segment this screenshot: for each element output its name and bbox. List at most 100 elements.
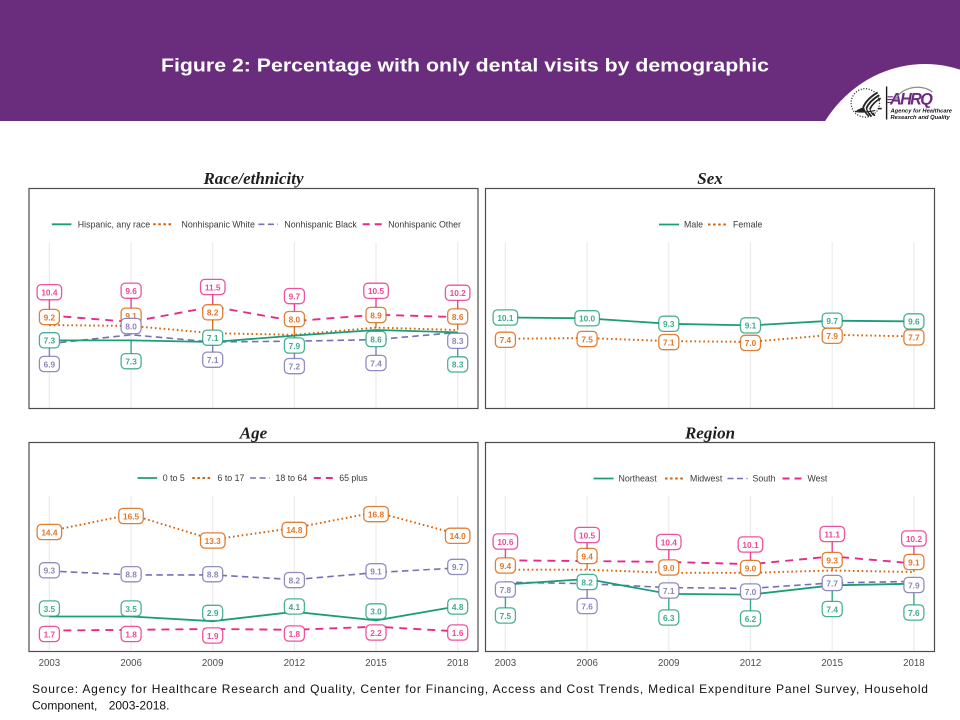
svg-text:7.6: 7.6 [581,601,593,611]
svg-text:10.5: 10.5 [579,530,596,540]
svg-text:9.7: 9.7 [826,316,838,326]
svg-text:7.7: 7.7 [826,578,838,588]
svg-text:2012: 2012 [740,658,762,669]
svg-text:7.1: 7.1 [207,355,219,365]
svg-text:10.0: 10.0 [579,314,596,324]
svg-text:10.2: 10.2 [450,288,467,298]
svg-text:14.8: 14.8 [286,525,303,535]
svg-text:Component, 2003-2018.: Component, 2003-2018. [32,699,169,713]
svg-text:9.1: 9.1 [370,567,382,577]
svg-text:10.4: 10.4 [661,537,678,547]
svg-text:1.8: 1.8 [289,629,301,639]
svg-text:9.2: 9.2 [44,312,56,322]
svg-text:1.8: 1.8 [125,629,137,639]
svg-text:Figure 2: Percentage with only: Figure 2: Percentage with only dental vi… [161,55,769,76]
svg-text:9.0: 9.0 [745,563,757,573]
svg-text:7.0: 7.0 [745,338,757,348]
svg-text:2012: 2012 [284,658,306,669]
svg-text:3.5: 3.5 [125,604,137,614]
svg-text:6 to 17: 6 to 17 [218,473,245,483]
svg-text:16.5: 16.5 [123,511,140,521]
svg-text:Hispanic, any race: Hispanic, any race [78,220,150,230]
svg-text:2009: 2009 [658,658,680,669]
svg-text:7.5: 7.5 [500,611,512,621]
svg-text:0 to 5: 0 to 5 [163,473,185,483]
svg-text:Male: Male [684,220,703,230]
svg-text:Midwest: Midwest [690,474,723,484]
svg-text:2015: 2015 [821,658,843,669]
svg-text:9.6: 9.6 [125,286,137,296]
svg-text:8.9: 8.9 [370,310,382,320]
svg-text:2018: 2018 [447,658,469,669]
svg-text:11.5: 11.5 [205,282,221,292]
svg-text:8.6: 8.6 [370,334,382,344]
svg-text:8.2: 8.2 [289,575,301,585]
svg-text:10.4: 10.4 [41,288,58,298]
svg-text:9.7: 9.7 [452,562,464,572]
svg-text:Race/ethnicity: Race/ethnicity [202,169,304,188]
svg-text:7.1: 7.1 [207,333,219,343]
svg-text:8.6: 8.6 [452,312,464,322]
svg-text:8.3: 8.3 [452,360,464,370]
svg-text:Research and Quality: Research and Quality [891,115,951,121]
svg-text:7.9: 7.9 [289,341,301,351]
svg-text:7.4: 7.4 [500,335,512,345]
svg-text:10.1: 10.1 [497,313,514,323]
svg-text:8.0: 8.0 [125,321,137,331]
svg-text:8.8: 8.8 [207,570,219,580]
svg-text:9.3: 9.3 [826,555,838,565]
svg-text:2018: 2018 [903,658,925,669]
svg-text:Nonhispanic Other: Nonhispanic Other [388,220,461,230]
svg-text:3.0: 3.0 [370,607,382,617]
svg-text:7.8: 7.8 [500,585,512,595]
svg-text:West: West [808,474,828,484]
svg-text:16.8: 16.8 [368,509,385,519]
svg-text:Nonhispanic Black: Nonhispanic Black [284,220,357,230]
svg-text:3.5: 3.5 [44,604,56,614]
svg-text:9.1: 9.1 [745,321,757,331]
svg-text:8.2: 8.2 [207,308,219,318]
svg-text:9.1: 9.1 [125,311,137,321]
svg-text:4.1: 4.1 [289,602,301,612]
svg-text:6.2: 6.2 [745,614,757,624]
svg-text:7.3: 7.3 [125,357,137,367]
svg-text:2.9: 2.9 [207,608,219,618]
svg-text:7.1: 7.1 [663,586,675,596]
svg-text:4.8: 4.8 [452,602,464,612]
svg-text:8.0: 8.0 [289,314,301,324]
svg-text:2009: 2009 [202,658,224,669]
svg-text:2003: 2003 [39,658,61,669]
svg-text:9.6: 9.6 [908,317,920,327]
svg-text:6.9: 6.9 [44,359,56,369]
svg-text:2006: 2006 [576,658,598,669]
svg-text:2.2: 2.2 [370,628,382,638]
svg-text:7.4: 7.4 [370,358,382,368]
svg-text:7.2: 7.2 [289,361,301,371]
svg-text:7.0: 7.0 [745,587,757,597]
svg-text:7.1: 7.1 [663,337,675,347]
svg-text:9.1: 9.1 [908,557,920,567]
svg-text:8.8: 8.8 [125,570,137,580]
svg-text:13.3: 13.3 [205,536,222,546]
svg-text:Northeast: Northeast [619,474,658,484]
svg-text:8.2: 8.2 [581,577,593,587]
svg-text:14.0: 14.0 [450,531,467,541]
svg-text:1.9: 1.9 [207,631,219,641]
svg-text:10.2: 10.2 [906,534,923,544]
svg-text:9.3: 9.3 [44,566,56,576]
svg-text:9.3: 9.3 [663,319,675,329]
svg-text:10.1: 10.1 [742,540,759,550]
svg-text:2003: 2003 [495,658,517,669]
svg-text:9.0: 9.0 [663,563,675,573]
svg-text:7.7: 7.7 [908,333,920,343]
svg-text:10.5: 10.5 [368,286,385,296]
svg-text:11.1: 11.1 [824,529,840,539]
svg-text:AHRQ: AHRQ [889,91,933,109]
svg-text:7.9: 7.9 [826,331,838,341]
svg-text:7.9: 7.9 [908,580,920,590]
svg-text:14.4: 14.4 [41,527,58,537]
svg-text:7.5: 7.5 [581,334,593,344]
svg-text:2015: 2015 [365,658,387,669]
svg-text:8.3: 8.3 [452,336,464,346]
svg-text:18 to 64: 18 to 64 [276,473,308,483]
